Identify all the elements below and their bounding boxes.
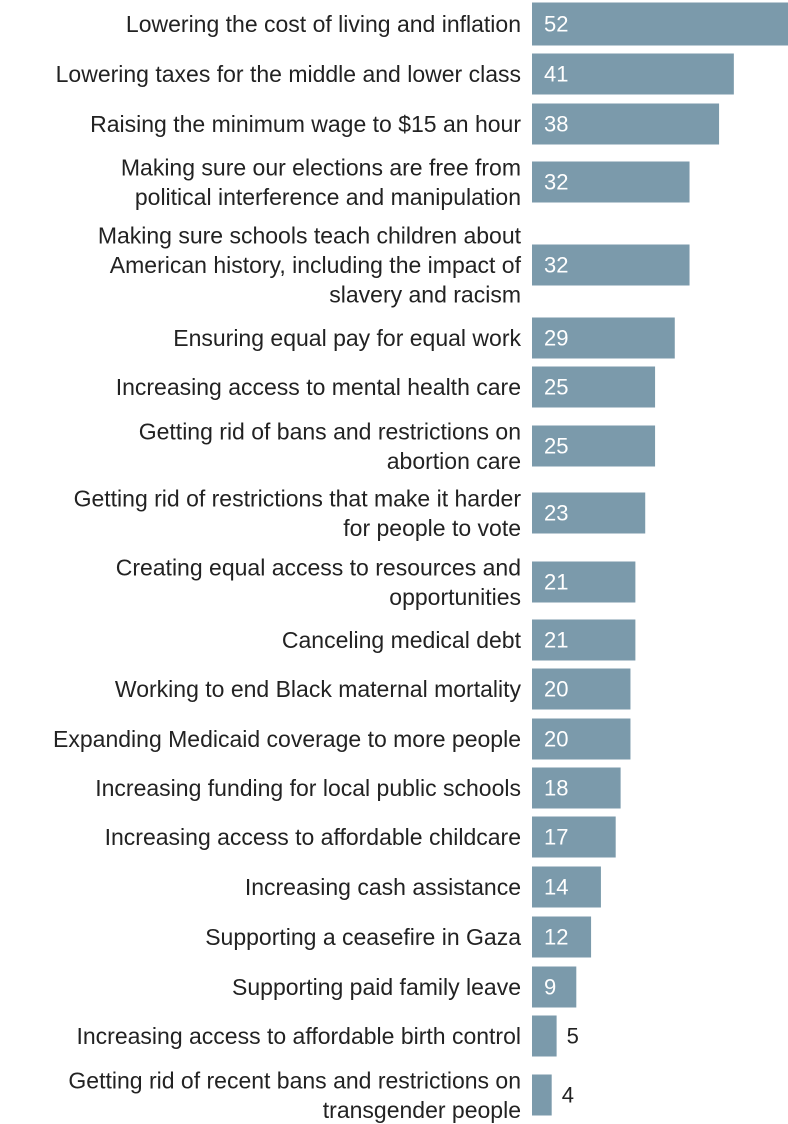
- bar: [532, 317, 675, 359]
- bar: [532, 767, 621, 809]
- category-label: Canceling medical debt: [282, 627, 522, 653]
- bar: [532, 492, 646, 534]
- category-label: Making sure schools teach children about: [98, 223, 522, 249]
- value-label: 25: [544, 375, 568, 400]
- category-label: Creating equal access to resources and: [116, 554, 521, 580]
- bar: [532, 366, 656, 408]
- category-label: Lowering the cost of living and inflatio…: [126, 11, 521, 37]
- bar: [532, 718, 631, 760]
- category-label: Raising the minimum wage to $15 an hour: [90, 111, 521, 137]
- bar: [532, 53, 734, 95]
- value-label: 14: [544, 875, 568, 900]
- value-label: 20: [544, 677, 568, 702]
- category-label: for people to vote: [343, 515, 521, 541]
- value-label: 17: [544, 825, 568, 850]
- category-label: Getting rid of restrictions that make it…: [74, 485, 522, 511]
- category-label: Getting rid of bans and restrictions on: [139, 418, 521, 444]
- bar: [532, 161, 690, 203]
- category-label: abortion care: [387, 448, 521, 474]
- bar: [532, 425, 656, 467]
- bar: [532, 1074, 552, 1116]
- bar: [532, 103, 720, 145]
- category-label: Increasing access to mental health care: [116, 374, 521, 400]
- category-label: Supporting a ceasefire in Gaza: [205, 924, 521, 950]
- category-label: Lowering taxes for the middle and lower …: [56, 61, 521, 87]
- value-label: 21: [544, 570, 568, 595]
- value-label: 41: [544, 62, 568, 87]
- value-label: 18: [544, 776, 568, 801]
- value-label: 23: [544, 501, 568, 526]
- bar: [532, 916, 592, 958]
- category-label: Increasing access to affordable childcar…: [105, 824, 521, 850]
- category-label: slavery and racism: [329, 282, 521, 308]
- category-label: Working to end Black maternal mortality: [115, 676, 522, 702]
- bar: [532, 866, 601, 908]
- value-label: 21: [544, 628, 568, 653]
- bar: [532, 816, 616, 858]
- value-label: 29: [544, 326, 568, 351]
- category-label: American history, including the impact o…: [110, 252, 522, 278]
- bar: [532, 619, 636, 661]
- bar: [532, 966, 577, 1008]
- category-label: Increasing cash assistance: [245, 874, 521, 900]
- category-label: Supporting paid family leave: [232, 974, 521, 1000]
- bar: [532, 2, 788, 46]
- bar: [532, 561, 636, 603]
- value-label: 32: [544, 170, 568, 195]
- value-label: 9: [544, 975, 556, 1000]
- bar: [532, 668, 631, 710]
- category-label: Increasing access to affordable birth co…: [77, 1023, 522, 1049]
- value-label: 38: [544, 112, 568, 137]
- value-label: 52: [544, 12, 568, 37]
- category-label: Getting rid of recent bans and restricti…: [68, 1067, 521, 1093]
- value-label: 5: [567, 1024, 579, 1049]
- value-label: 25: [544, 434, 568, 459]
- bar: [532, 1015, 557, 1057]
- value-label: 12: [544, 925, 568, 950]
- category-label: Making sure our elections are free from: [121, 154, 521, 180]
- category-label: political interference and manipulation: [135, 184, 521, 210]
- category-label: opportunities: [389, 584, 521, 610]
- bar: [532, 244, 690, 286]
- category-label: Increasing funding for local public scho…: [95, 775, 521, 801]
- category-label: transgender people: [323, 1097, 521, 1123]
- category-label: Ensuring equal pay for equal work: [173, 325, 521, 351]
- value-label: 4: [562, 1083, 574, 1108]
- value-label: 20: [544, 727, 568, 752]
- value-label: 32: [544, 253, 568, 278]
- category-label: Expanding Medicaid coverage to more peop…: [53, 726, 521, 752]
